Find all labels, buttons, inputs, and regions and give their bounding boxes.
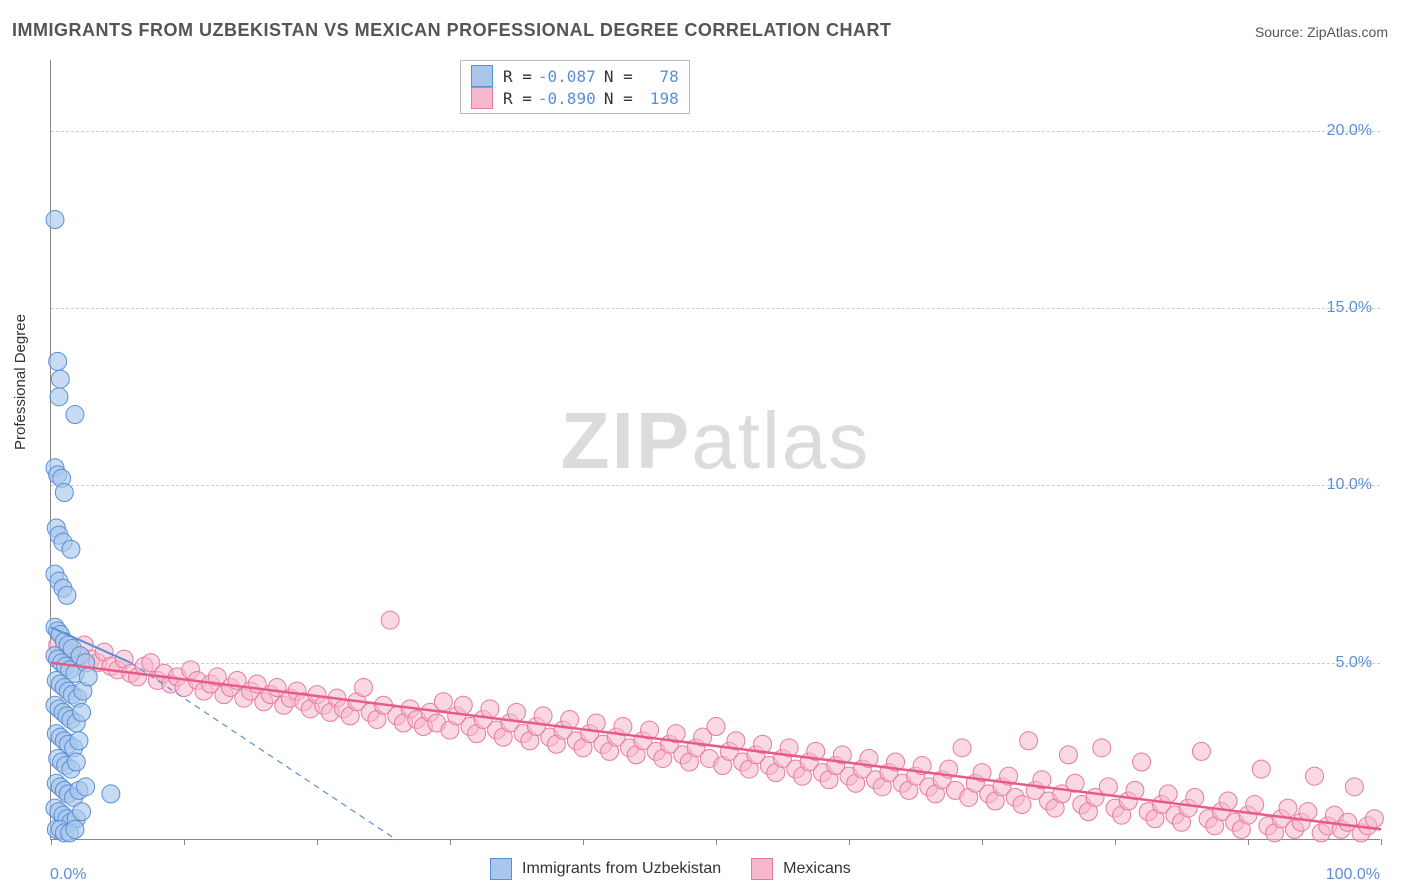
data-point xyxy=(58,586,76,604)
n-label: N = xyxy=(604,67,633,86)
n-value-1: 78 xyxy=(639,67,679,86)
data-point xyxy=(62,540,80,558)
data-point xyxy=(1020,732,1038,750)
data-point xyxy=(1093,739,1111,757)
x-tick xyxy=(317,839,318,845)
x-tick xyxy=(716,839,717,845)
data-point xyxy=(1186,788,1204,806)
data-point xyxy=(49,352,67,370)
source-attribution: Source: ZipAtlas.com xyxy=(1255,24,1388,40)
x-axis-max-label: 100.0% xyxy=(1326,866,1380,884)
chart-title: IMMIGRANTS FROM UZBEKISTAN VS MEXICAN PR… xyxy=(12,20,892,41)
data-point xyxy=(707,718,725,736)
x-tick xyxy=(184,839,185,845)
data-point xyxy=(79,668,97,686)
data-point xyxy=(1059,746,1077,764)
legend-stats: R = -0.087 N = 78 R = -0.890 N = 198 xyxy=(460,60,690,114)
data-point xyxy=(1099,778,1117,796)
y-axis-title: Professional Degree xyxy=(12,314,29,450)
data-point xyxy=(1345,778,1363,796)
data-point xyxy=(67,753,85,771)
chart-container: IMMIGRANTS FROM UZBEKISTAN VS MEXICAN PR… xyxy=(0,0,1406,892)
data-point xyxy=(481,700,499,718)
data-point xyxy=(355,679,373,697)
data-point xyxy=(102,785,120,803)
data-point xyxy=(73,803,91,821)
data-point xyxy=(66,820,84,838)
data-point xyxy=(73,703,91,721)
data-point xyxy=(508,703,526,721)
legend-swatch-pink xyxy=(471,87,493,109)
y-tick-label: 20.0% xyxy=(1327,122,1372,140)
scatter-svg xyxy=(51,60,1380,839)
data-point xyxy=(1192,742,1210,760)
source-label: Source: xyxy=(1255,24,1307,40)
data-point xyxy=(1279,799,1297,817)
r-label: R = xyxy=(503,67,532,86)
legend-label-2: Mexicans xyxy=(783,860,851,878)
data-point xyxy=(434,693,452,711)
data-point xyxy=(1252,760,1270,778)
data-point xyxy=(1133,753,1151,771)
legend-swatch-blue xyxy=(471,65,493,87)
x-tick xyxy=(583,839,584,845)
data-point xyxy=(66,406,84,424)
legend-series: Immigrants from Uzbekistan Mexicans xyxy=(490,858,851,880)
y-tick-label: 5.0% xyxy=(1336,654,1372,672)
data-point xyxy=(454,696,472,714)
y-tick-label: 15.0% xyxy=(1327,299,1372,317)
data-point xyxy=(46,211,64,229)
source-name: ZipAtlas.com xyxy=(1307,24,1388,40)
r-value-2: -0.890 xyxy=(538,89,598,108)
x-tick xyxy=(51,839,52,845)
legend-stats-row-2: R = -0.890 N = 198 xyxy=(471,87,679,109)
data-point xyxy=(70,732,88,750)
data-point xyxy=(534,707,552,725)
plot-area: ZIPatlas 5.0%10.0%15.0%20.0% xyxy=(50,60,1380,840)
legend-swatch-blue-2 xyxy=(490,858,512,880)
x-tick xyxy=(1248,839,1249,845)
x-tick xyxy=(849,839,850,845)
legend-item-1: Immigrants from Uzbekistan xyxy=(490,858,721,880)
legend-stats-row-1: R = -0.087 N = 78 xyxy=(471,65,679,87)
data-point xyxy=(51,370,69,388)
data-point xyxy=(1246,796,1264,814)
n-label-2: N = xyxy=(604,89,633,108)
legend-label-1: Immigrants from Uzbekistan xyxy=(522,860,721,878)
n-value-2: 198 xyxy=(639,89,679,108)
data-point xyxy=(55,484,73,502)
x-tick xyxy=(1381,839,1382,845)
x-tick xyxy=(982,839,983,845)
x-tick xyxy=(1115,839,1116,845)
legend-swatch-pink-2 xyxy=(751,858,773,880)
data-point xyxy=(50,388,68,406)
data-point xyxy=(953,739,971,757)
r-label-2: R = xyxy=(503,89,532,108)
data-point xyxy=(77,778,95,796)
data-point xyxy=(1159,785,1177,803)
data-point xyxy=(1306,767,1324,785)
y-tick-label: 10.0% xyxy=(1327,476,1372,494)
data-point xyxy=(381,611,399,629)
data-point xyxy=(1013,796,1031,814)
data-point xyxy=(1219,792,1237,810)
data-point xyxy=(1365,810,1383,828)
data-point xyxy=(1299,803,1317,821)
x-axis-min-label: 0.0% xyxy=(50,866,86,884)
trend-line-pink xyxy=(51,663,1381,830)
legend-item-2: Mexicans xyxy=(751,858,851,880)
x-tick xyxy=(450,839,451,845)
r-value-1: -0.087 xyxy=(538,67,598,86)
